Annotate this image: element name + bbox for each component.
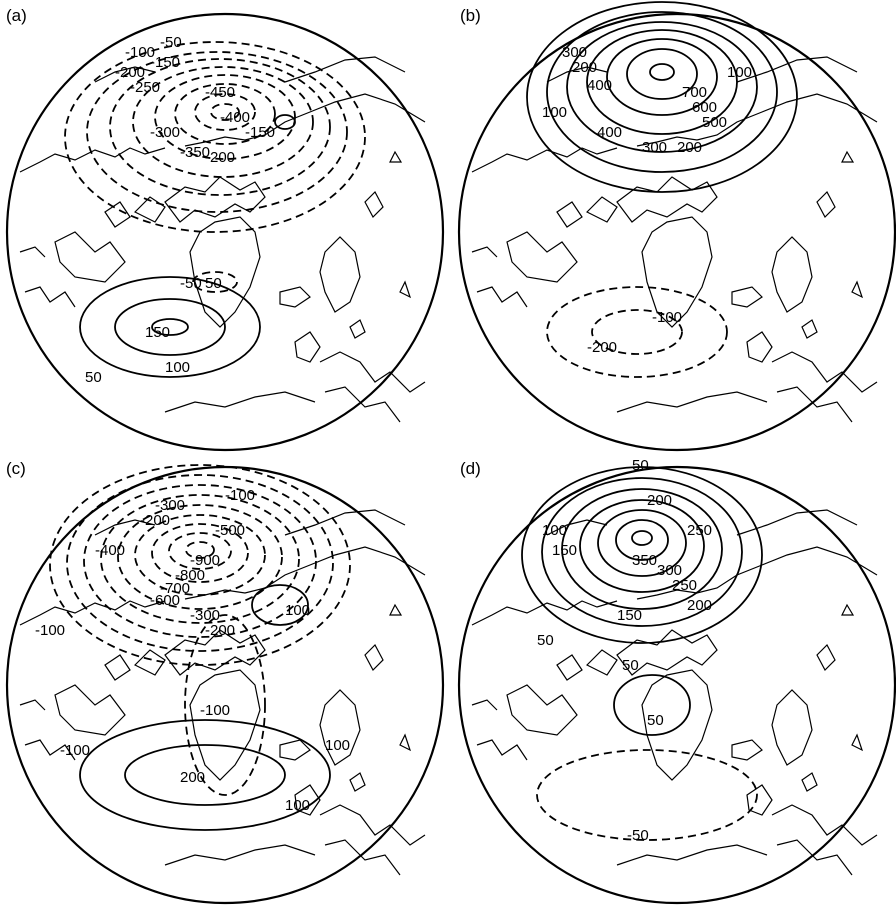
contour-label: 200: [687, 597, 712, 614]
contour-label: -150: [245, 124, 275, 141]
contour-label: 150: [145, 324, 170, 341]
contour-label: 50: [537, 632, 554, 649]
panel-label-b: (b): [460, 6, 481, 25]
contour-label: -100: [200, 702, 230, 719]
contour-label: 50: [647, 712, 664, 729]
panel-a: -100 -50 -200 -150 -250 -450 -400 -300 -…: [5, 12, 445, 452]
contour-label: 300: [657, 562, 682, 579]
contour-label: -200: [205, 149, 235, 166]
contour-label: -200: [587, 339, 617, 356]
contour-label: -450: [205, 84, 235, 101]
contour-label: -300: [190, 607, 220, 624]
contour-label: 100: [285, 602, 310, 619]
contour-label: 50: [85, 369, 102, 386]
panel-label-d: (d): [460, 459, 481, 478]
contour-label: 700: [682, 84, 707, 101]
contour-label: -200: [205, 622, 235, 639]
contour-label: -400: [95, 542, 125, 559]
panel-b: 100 300 200 400 700 600 500 400 300 200 …: [457, 1, 896, 452]
contour-label: -350: [180, 144, 210, 161]
panel-label-a: (a): [6, 6, 27, 25]
contour-label: -100: [225, 487, 255, 504]
contour-label: 250: [672, 577, 697, 594]
panel-label-c: (c): [6, 459, 26, 478]
contour-label: -50: [180, 275, 202, 292]
contour-label: 200: [180, 769, 205, 786]
contour-label: 350: [632, 552, 657, 569]
contour-label: 300: [562, 44, 587, 61]
contour-label: -200: [140, 512, 170, 529]
contour-labels-c: -100 -300 -200 -500 -400 -900 -800 -700 …: [35, 487, 350, 814]
contour-label: -100: [125, 44, 155, 61]
contour-label: -900: [190, 552, 220, 569]
panel-c: -100 -300 -200 -500 -400 -900 -800 -700 …: [5, 464, 445, 905]
contour-label: 500: [702, 114, 727, 131]
contour-label: -400: [220, 109, 250, 126]
contour-label: -800: [175, 567, 205, 584]
contour-label: -300: [155, 497, 185, 514]
contour-label: 400: [587, 77, 612, 94]
contour-label: 50: [632, 457, 649, 474]
contour-label: 100: [325, 737, 350, 754]
contour-label: 400: [597, 124, 622, 141]
contour-label: 100: [542, 522, 567, 539]
contour-label: -300: [150, 124, 180, 141]
contour-label: -700: [160, 580, 190, 597]
contour-label: -150: [150, 54, 180, 71]
contour-label: 100: [542, 104, 567, 121]
contour-label: -100: [652, 309, 682, 326]
contour-label: -50: [160, 34, 182, 51]
contour-labels-a: -100 -50 -200 -150 -250 -450 -400 -300 -…: [85, 34, 275, 386]
contour-label: 250: [687, 522, 712, 539]
contour-label: 50: [622, 657, 639, 674]
contour-label: -200: [115, 64, 145, 81]
contour-label: 150: [617, 607, 642, 624]
contour-label: 50: [205, 275, 222, 292]
contour-label: 150: [552, 542, 577, 559]
contour-label: 600: [692, 99, 717, 116]
contour-label: 100: [727, 64, 752, 81]
contour-label: 200: [647, 492, 672, 509]
contour-labels-b: 100 300 200 400 700 600 500 400 300 200 …: [542, 44, 752, 356]
contour-label: -50: [627, 827, 649, 844]
contour-label: 200: [677, 139, 702, 156]
contour-label: 300: [642, 139, 667, 156]
contour-label: -100: [60, 742, 90, 759]
contour-label: -250: [130, 79, 160, 96]
contour-label: -600: [150, 592, 180, 609]
contour-labels-d: 50 200 100 150 250 350 300 250 200 150 5…: [537, 457, 712, 844]
contour-label: -100: [35, 622, 65, 639]
contour-label: 200: [572, 59, 597, 76]
contour-label: 100: [285, 797, 310, 814]
contour-label: 100: [165, 359, 190, 376]
contour-label: -500: [215, 522, 245, 539]
panel-d: 50 200 100 150 250 350 300 250 200 150 5…: [457, 457, 896, 905]
